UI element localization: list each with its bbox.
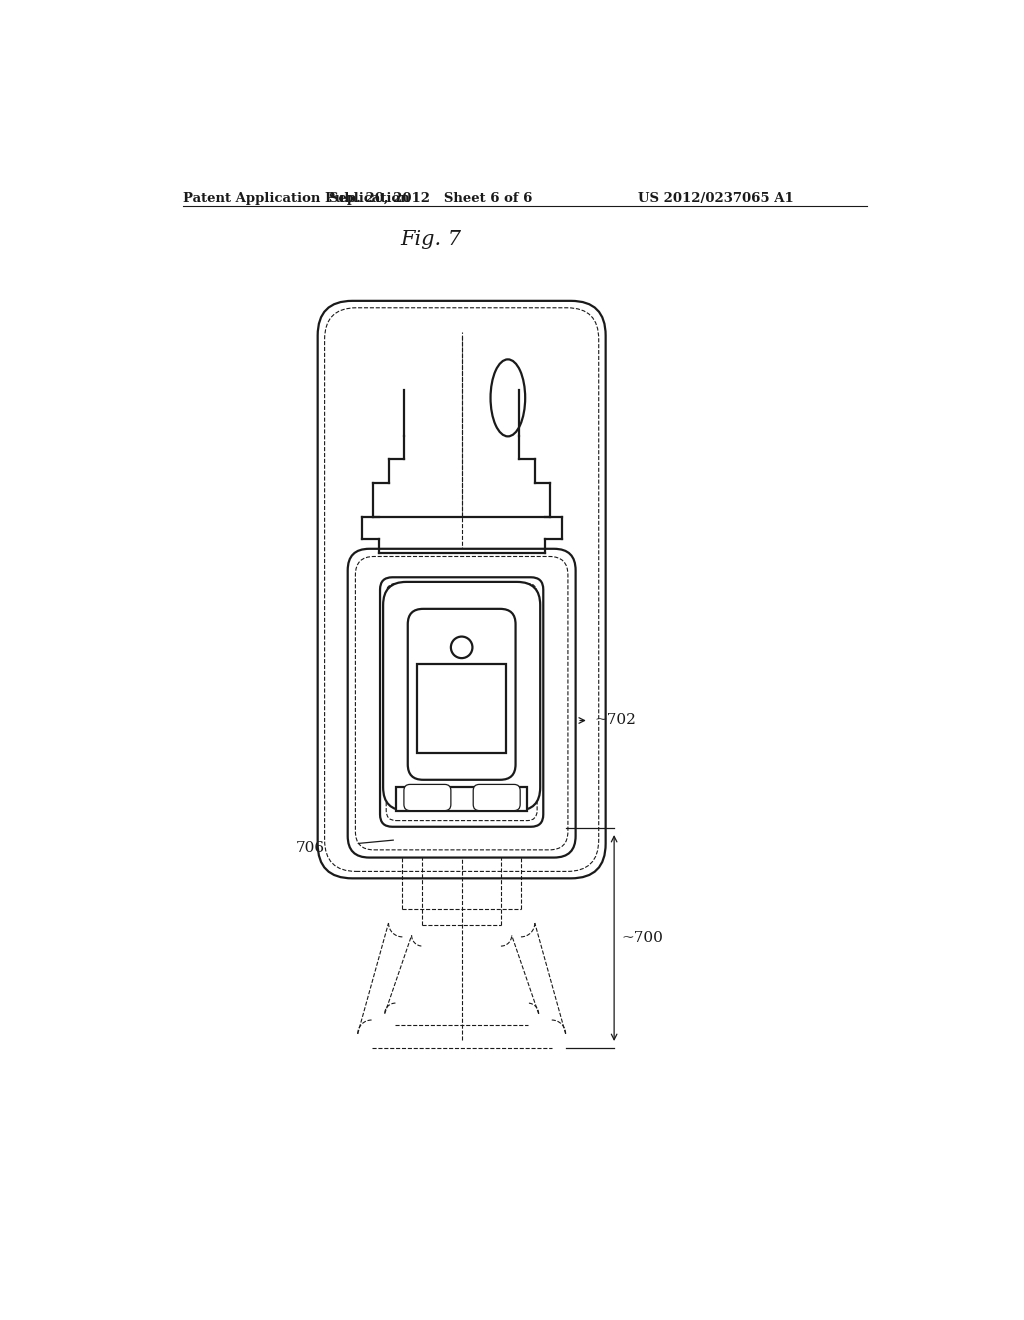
Bar [417, 664, 506, 752]
FancyBboxPatch shape [317, 301, 605, 878]
FancyBboxPatch shape [403, 784, 451, 810]
Bar [396, 788, 527, 810]
FancyBboxPatch shape [383, 582, 541, 810]
FancyBboxPatch shape [380, 577, 544, 826]
Text: US 2012/0237065 A1: US 2012/0237065 A1 [638, 191, 794, 205]
Text: 706: 706 [296, 841, 325, 854]
Text: Patent Application Publication: Patent Application Publication [183, 191, 410, 205]
Text: Fig. 7: Fig. 7 [400, 230, 462, 248]
Text: Sep. 20, 2012   Sheet 6 of 6: Sep. 20, 2012 Sheet 6 of 6 [329, 191, 532, 205]
FancyBboxPatch shape [348, 549, 575, 858]
Text: ~700: ~700 [622, 931, 664, 945]
FancyBboxPatch shape [408, 609, 515, 780]
FancyBboxPatch shape [473, 784, 520, 810]
Text: ~702: ~702 [594, 714, 636, 727]
